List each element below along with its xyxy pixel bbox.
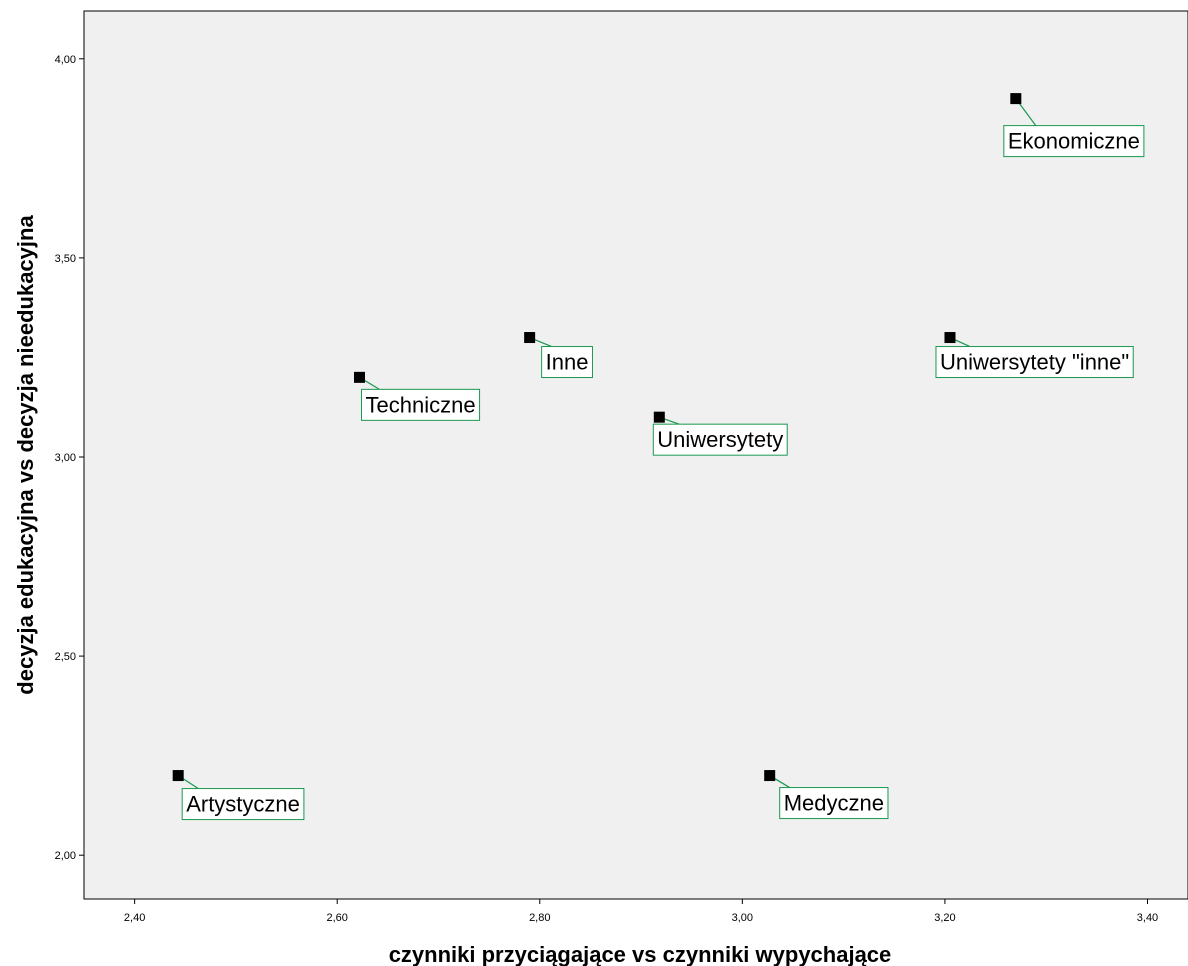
data-point-group: Ekonomiczne <box>1003 93 1145 158</box>
y-tick-label: 2,00 <box>55 850 76 862</box>
data-point-group: Artystyczne <box>172 770 305 821</box>
point-label-box <box>360 388 481 421</box>
scatter-point <box>353 371 365 383</box>
point-label: Medyczne <box>784 791 884 816</box>
plot-area <box>83 10 1188 900</box>
point-label-box <box>652 423 788 456</box>
data-point-group: Uniwersytety <box>652 411 788 456</box>
data-point-group: Uniwersytety "inne" <box>935 332 1134 379</box>
point-label-box <box>935 346 1134 379</box>
x-tick-label: 2,80 <box>529 912 550 924</box>
x-tick-label: 3,20 <box>934 912 955 924</box>
scatter-point <box>944 332 956 344</box>
x-tick-label: 3,00 <box>732 912 753 924</box>
data-point-group: Inne <box>524 332 593 379</box>
y-tick-label: 4,00 <box>55 54 76 66</box>
point-label: Inne <box>546 350 589 375</box>
data-point-group: Medyczne <box>764 770 889 820</box>
data-points: Ekonomiczne Inne Uniwersytety "inne" Techni… <box>172 93 1145 821</box>
point-label: Uniwersytety <box>657 427 783 452</box>
x-tick-label: 3,40 <box>1137 912 1158 924</box>
y-tick-label: 3,50 <box>55 253 76 265</box>
point-label-box <box>1003 125 1145 158</box>
x-axis-title: czynniki przyciągające vs czynniki wypyc… <box>389 942 892 966</box>
scatter-point <box>172 770 184 782</box>
scatter-point <box>524 332 536 344</box>
point-label: Uniwersytety "inne" <box>940 350 1129 375</box>
x-tick-label: 2,60 <box>327 912 348 924</box>
scatter-point <box>764 770 776 782</box>
point-label: Artystyczne <box>186 792 300 817</box>
point-label-box <box>541 346 593 379</box>
point-label-box <box>181 788 305 821</box>
point-label: Techniczne <box>365 392 475 417</box>
y-axis: 2,00 2,50 3,00 3,50 4,00 <box>55 54 84 862</box>
point-label-box <box>779 787 889 820</box>
scatter-point <box>653 411 665 423</box>
y-tick-label: 3,00 <box>55 452 76 464</box>
y-tick-label: 2,50 <box>55 651 76 663</box>
x-tick-label: 2,40 <box>124 912 145 924</box>
y-axis-title: decyzja edukacyjna vs decyzja nieedukacy… <box>13 215 38 695</box>
data-point-group: Techniczne <box>353 371 481 421</box>
x-axis: 2,40 2,60 2,80 3,00 3,20 3,40 <box>124 899 1158 924</box>
point-label: Ekonomiczne <box>1008 129 1140 154</box>
scatter-point <box>1010 93 1022 105</box>
